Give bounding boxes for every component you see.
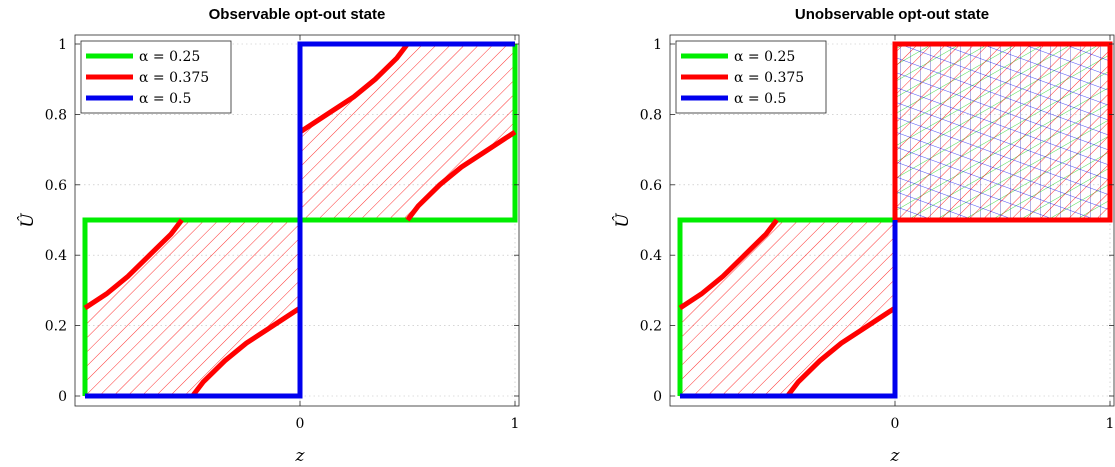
x-tick-label: 0 (296, 416, 305, 432)
y-tick-label: 0.2 (640, 319, 662, 335)
series-line-2 (678, 218, 779, 311)
series-line-2 (190, 305, 302, 398)
series-line-3 (85, 41, 515, 399)
y-tick-label: 0 (653, 389, 662, 405)
series-line-2 (405, 129, 517, 222)
legend-label-3: α = 0.5 (139, 91, 191, 107)
chart-title: Unobservable opt-out state (795, 6, 989, 23)
legend: α = 0.25 α = 0.375 α = 0.5 (675, 40, 827, 114)
x-axis-label: z (295, 446, 306, 466)
x-axis-label: z (890, 446, 901, 466)
x-tick-label: 0 (891, 416, 900, 432)
legend-label-2: α = 0.375 (734, 70, 804, 86)
series-line-2 (298, 42, 410, 135)
axes-box (669, 34, 1115, 407)
y-tick-label: 0.6 (45, 178, 67, 194)
legend-label-1: α = 0.25 (139, 49, 200, 65)
y-tick-label: 0.4 (640, 248, 662, 264)
chart-panel-left: 0 1 0 0.2 0.4 0.6 0.8 1 Observable opt-out state… (17, 6, 519, 466)
crosshatched-region (895, 44, 1110, 220)
series-line-2 (785, 305, 897, 398)
chart-title: Observable opt-out state (209, 6, 386, 23)
y-tick-label: 0.6 (640, 178, 662, 194)
y-tick-label: 0.4 (45, 248, 67, 264)
series-line-3 (680, 220, 898, 399)
y-tick-label: 0.8 (45, 107, 67, 123)
series-line-1 (677, 217, 895, 396)
legend: α = 0.25 α = 0.375 α = 0.5 (80, 40, 232, 114)
hatched-region (300, 44, 515, 220)
x-tick-label: 1 (1106, 416, 1115, 432)
y-axis-label: Û (17, 213, 38, 228)
legend-label-3: α = 0.5 (734, 91, 786, 107)
series-line-2 (83, 218, 184, 311)
y-tick-label: 0.2 (45, 319, 67, 335)
legend-label-2: α = 0.375 (139, 70, 209, 86)
hatched-region (85, 220, 300, 396)
chart-panel-right: 0 1 0 0.2 0.4 0.6 0.8 1 Unobservable opt-out sta… (612, 6, 1114, 466)
y-axis-label: Û (612, 213, 633, 228)
axes-box (74, 34, 520, 407)
y-tick-label: 1 (58, 37, 67, 53)
x-tick-label: 1 (511, 416, 520, 432)
hatched-region (680, 220, 895, 396)
y-tick-label: 1 (653, 37, 662, 53)
y-tick-label: 0.8 (640, 107, 662, 123)
y-tick-label: 0 (58, 389, 67, 405)
legend-label-1: α = 0.25 (734, 49, 795, 65)
